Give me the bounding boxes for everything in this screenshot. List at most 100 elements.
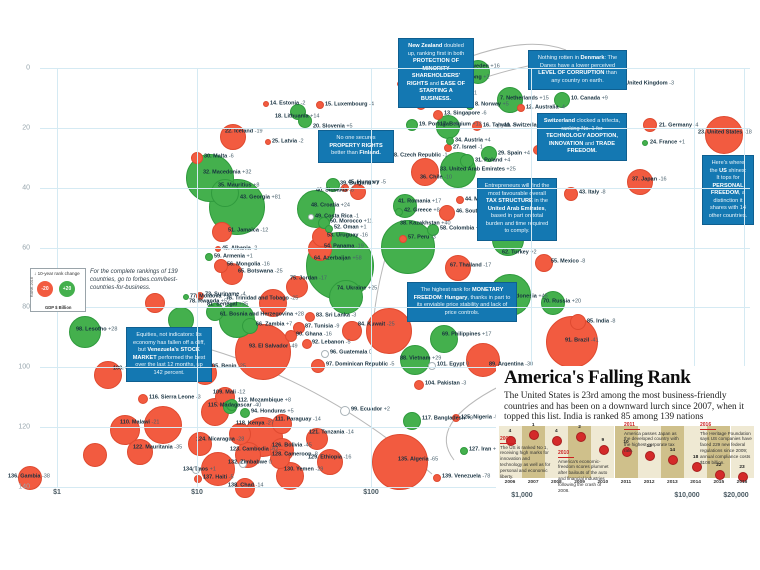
- bubble-honduras: [240, 408, 250, 418]
- timeline-band-2016: [730, 426, 754, 478]
- us-rank-value-2008: 4: [555, 428, 558, 434]
- legend-gdp-axis-label: GDP $ Billion: [45, 305, 72, 310]
- bubble-taiwan: [472, 121, 482, 131]
- bubble-nicaragua: [188, 432, 212, 456]
- timeline-band-2015: [707, 426, 731, 478]
- bubble-nigeria: [452, 414, 460, 422]
- us-rank-value-2006: 4: [508, 428, 512, 434]
- bubble-label-taiwan: 16. Taiwan -5: [483, 122, 517, 129]
- bubble-label-haiti: 137. Haiti -5: [203, 474, 234, 481]
- bubble-label-jamaica: 51. Jamaica -12: [228, 227, 269, 234]
- timeline-band-2013: [660, 426, 684, 478]
- bubble-label-bangladesh: 117. Bangladesh +9: [422, 415, 473, 422]
- bubble-label-singapore: 13. Singapore -6: [444, 110, 487, 117]
- bubble-pakistan: [414, 380, 424, 390]
- bubble-south-africa: [439, 205, 455, 221]
- bubble-label-israel: 27. Israel -1: [453, 144, 483, 151]
- us-rank-dot-2008: [552, 435, 563, 446]
- bubble-label-mozambique: 112. Mozambique +8: [238, 397, 292, 404]
- bubble-label-malta: 30. Malta -6: [204, 153, 234, 160]
- us-rank-dot-2013: [668, 454, 679, 465]
- timeline-band-2007: [521, 426, 545, 478]
- bubble-label-ethiopia: 129. Ethiopia -16: [308, 454, 352, 461]
- bubble-mozambique: [226, 399, 238, 411]
- bubble-label-benin: 105. Benin -25: [209, 364, 246, 370]
- gridline-horizontal: [40, 188, 750, 189]
- bubble-ecuador: [340, 406, 350, 416]
- y-axis-tick: 140: [18, 483, 30, 491]
- bubble-label-hungary: 45. Hungary -5: [348, 179, 386, 186]
- gridline-horizontal: [40, 487, 750, 488]
- bubble-israel: [444, 144, 452, 152]
- bubble-lebanon: [302, 339, 312, 349]
- bubble-label-russia: 70. Russia +20: [543, 298, 582, 305]
- bubble-sri-lanka: [305, 312, 315, 322]
- bubble-label-cameroon: 128. Cameroon -8: [272, 451, 318, 458]
- callout-switzerland: Switzerland clocked a trifecta, ranking …: [537, 113, 627, 161]
- bubble-label-zambia: 66. Zambia +7: [256, 321, 293, 328]
- timeline-year-2008: 2008: [551, 480, 562, 485]
- timeline-year-2015: 2015: [713, 480, 725, 485]
- bubble-label-greece: 42. Greece +8: [404, 207, 440, 214]
- bubble-label-indonesia: 71. Indonesia +45: [502, 293, 548, 300]
- bubble-label-suriname: 73. Suriname -4: [205, 291, 246, 298]
- bubble-label-france: 24. France +1: [650, 139, 686, 146]
- complete-rankings-note: For the complete rankings of 139 countri…: [90, 269, 178, 292]
- us-rank-dot-2007: [529, 429, 540, 440]
- bubble-label-lithuania: 18. Lithuania +14: [275, 113, 320, 120]
- bubble-cameroon: [270, 449, 290, 469]
- bubble-label-chad: 138. Chad -14: [228, 482, 264, 489]
- inset-x-axis-tick: $1,000: [511, 492, 533, 499]
- x-axis-tick: $1: [53, 489, 61, 496]
- us-rank-value-2014: 18: [692, 455, 699, 461]
- timeline-year-2009: 2009: [574, 480, 585, 485]
- bubble-bangladesh: [403, 412, 421, 430]
- bubble-label-mexico: 55. Mexico -8: [551, 258, 586, 265]
- timeline-year-2007: 2007: [527, 480, 539, 485]
- bubble-label-croatia: 48. Croatia +24: [311, 202, 350, 209]
- bubble-item: [144, 406, 182, 444]
- bubble-label-turkey: 62. Turkey +2: [502, 249, 537, 256]
- bubble-label-spain: 29. Spain +4: [498, 150, 530, 157]
- bubble-zambia: [242, 318, 258, 334]
- bubble-moldova: [183, 294, 189, 300]
- bubble-netherlands: [497, 87, 523, 113]
- bubble-label-oman: 52. Oman +1: [334, 224, 367, 231]
- bubble-italy: [564, 187, 578, 201]
- x-axis-tick: $100: [363, 489, 379, 496]
- bubble-singapore: [433, 110, 443, 120]
- bubble-vietnam: [400, 345, 430, 375]
- bubble-label-uruguay: 53. Uruguay -16: [327, 232, 368, 239]
- bubble-label-bolivia: 126. Bolivia -45: [272, 442, 312, 449]
- bubble-label-czech-republic: 28. Czech Republic -1: [391, 152, 448, 159]
- gridline-horizontal: [40, 68, 750, 69]
- bubble-label-slovenia: 20. Slovenia +5: [313, 123, 353, 130]
- y-axis-tick: 120: [18, 423, 30, 431]
- bubble-estonia: [263, 101, 269, 107]
- bubble-mongolia: [214, 259, 228, 273]
- bubble-luxembourg: [316, 101, 324, 109]
- bubble-label-costa-rica: 49. Costa Rica -1: [315, 213, 360, 220]
- bubble-lesotho: [69, 316, 101, 348]
- bubble-colombia: [427, 224, 439, 236]
- bubble-jamaica: [212, 222, 232, 242]
- bubble-russia: [541, 291, 565, 315]
- bubble-algeria: [372, 434, 428, 490]
- callout-new-zealand: New Zealand doubled up, ranking first in…: [398, 38, 474, 109]
- bubble-trinidad-and-tobago: [259, 289, 287, 317]
- bubble-label-sierra-leone: 116. Sierra Leone -3: [149, 394, 201, 401]
- bubble-label-sri-lanka: 83. Sri Lanka -3: [316, 312, 357, 319]
- timeline-annotation-2007: 2007 The US is ranked No 1, receiving hig…: [500, 436, 551, 480]
- timeline-year-2013: 2013: [667, 480, 678, 485]
- bubble-costa-rica: [308, 214, 314, 220]
- bubble-canada: [554, 92, 570, 108]
- timeline-year-2006: 2006: [504, 480, 516, 485]
- bubble-spain: [481, 146, 497, 162]
- bubble-label-zimbabwe: 132. Zimbabwe 0: [228, 459, 272, 466]
- bubble-sierra-leone: [138, 394, 148, 404]
- bubble-label-kuwait: 84. Kuwait -25: [358, 321, 395, 328]
- timeline-year-2016: 2016: [736, 480, 748, 485]
- bubble-item: [83, 443, 107, 467]
- y-axis-tick: 0: [26, 64, 30, 72]
- bubble-label-nigeria: 125. Nigeria -5: [461, 414, 498, 421]
